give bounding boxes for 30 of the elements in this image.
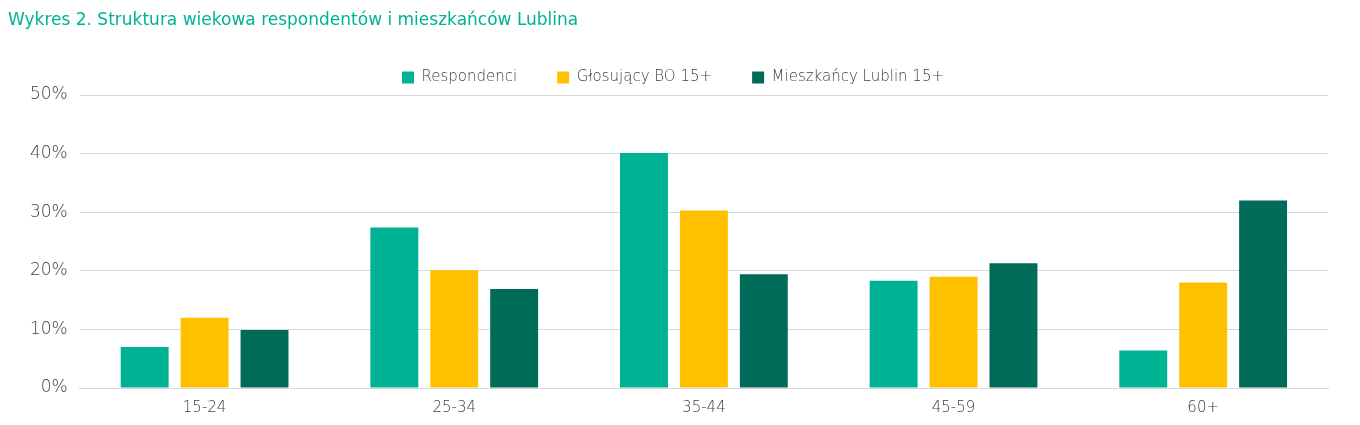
- bar: [370, 227, 419, 388]
- bar: [620, 153, 668, 388]
- bar: [1179, 282, 1228, 388]
- x-tick-label: 15-24: [182, 397, 227, 416]
- bar: [679, 210, 728, 388]
- bar: [1239, 200, 1288, 388]
- x-tick-label: 35-44: [682, 397, 726, 416]
- legend-label: Głosujący BO 15+: [576, 67, 713, 86]
- bar: [1119, 350, 1168, 388]
- bar: [869, 280, 918, 388]
- chart-title: Wykres 2. Struktura wiekowa respondentów i mieszkańców Lublina: [8, 8, 580, 30]
- y-tick-label: 50%: [29, 83, 68, 104]
- legend-label: Respondenci: [421, 67, 518, 86]
- bar: [240, 329, 289, 388]
- y-tick-label: 30%: [29, 200, 68, 221]
- bar: [929, 276, 978, 388]
- y-tick-label: 10%: [29, 317, 68, 338]
- x-tick-label: 60+: [1187, 397, 1220, 416]
- bar: [989, 263, 1038, 388]
- bar: [180, 317, 229, 388]
- bar: [490, 288, 539, 388]
- bar: [120, 346, 169, 388]
- x-tick-label: 45-59: [931, 397, 976, 416]
- x-tick-label: 25-34: [432, 397, 477, 416]
- y-tick-label: 40%: [29, 142, 68, 163]
- y-tick-label: 20%: [29, 259, 68, 280]
- bar: [739, 274, 788, 388]
- y-tick-label: 0%: [40, 376, 68, 397]
- bar: [430, 270, 479, 388]
- legend-label: Mieszkańcy Lublin 15+: [771, 67, 945, 86]
